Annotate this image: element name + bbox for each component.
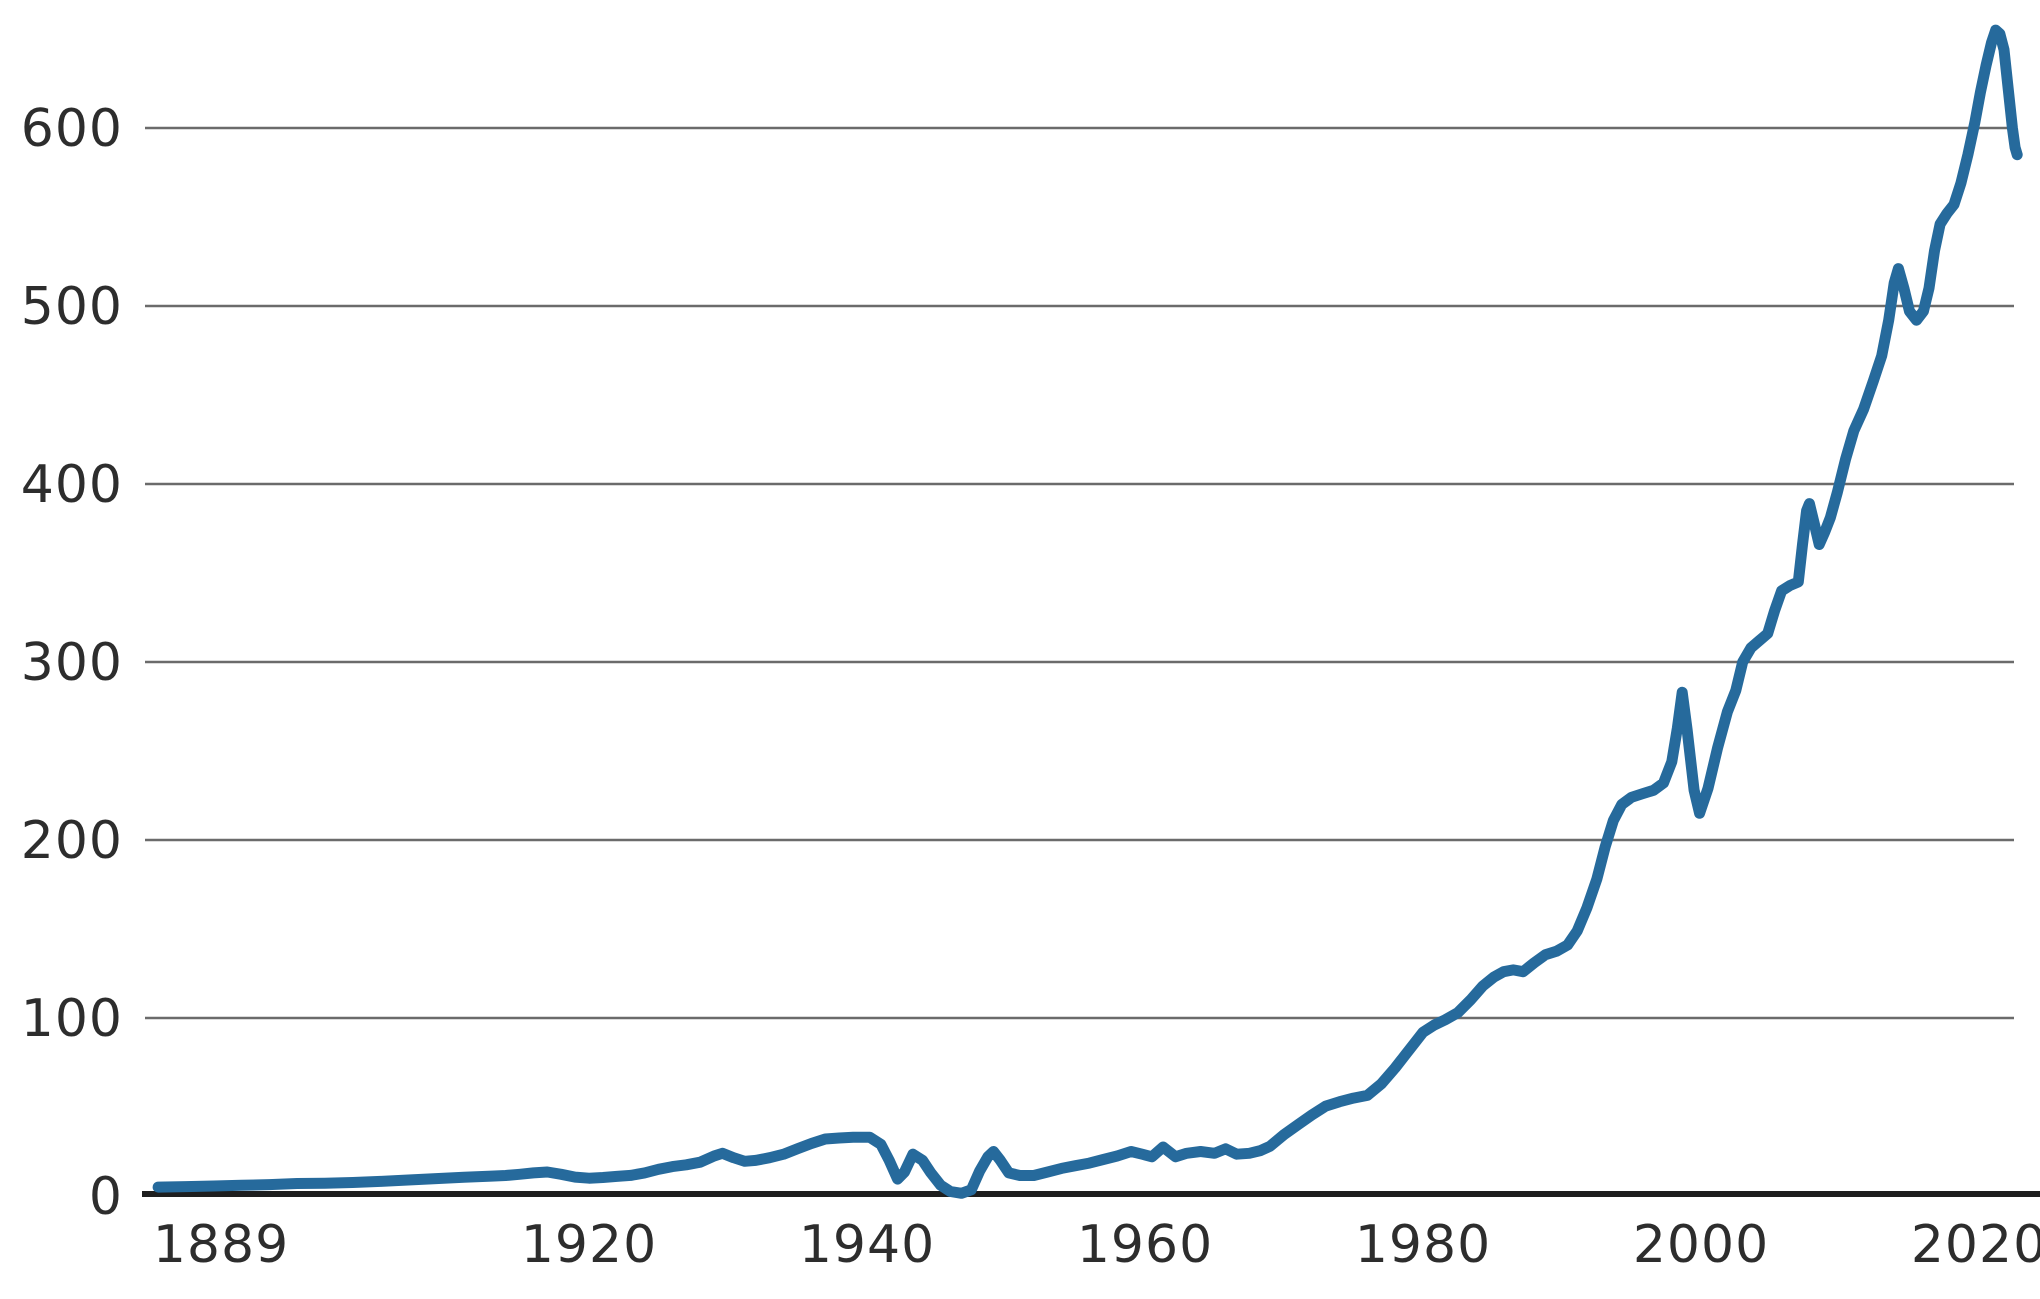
y-tick-label-500: 500 <box>21 277 123 337</box>
y-tick-label-300: 300 <box>21 633 123 693</box>
x-tick-label-1889: 1889 <box>153 1215 289 1275</box>
series-line-index-level <box>152 24 2023 1199</box>
x-tick-label-1960: 1960 <box>1077 1215 1213 1275</box>
x-tick-label-2000: 2000 <box>1633 1215 1769 1275</box>
y-tick-label-100: 100 <box>21 989 123 1049</box>
y-tick-label-400: 400 <box>21 455 123 515</box>
x-tick-label-1940: 1940 <box>799 1215 935 1275</box>
y-tick-label-0: 0 <box>89 1167 123 1227</box>
x-tick-label-2020: 2020 <box>1911 1215 2040 1275</box>
y-tick-label-600: 600 <box>21 99 123 159</box>
y-tick-label-200: 200 <box>21 811 123 871</box>
x-tick-label-1980: 1980 <box>1355 1215 1491 1275</box>
x-tick-label-1920: 1920 <box>521 1215 657 1275</box>
